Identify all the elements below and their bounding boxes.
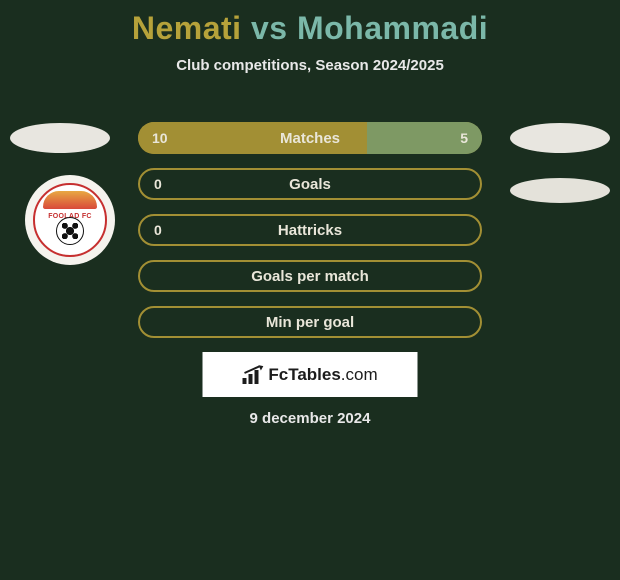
bar-label: Matches — [138, 130, 482, 147]
subtitle: Club competitions, Season 2024/2025 — [0, 57, 620, 74]
stat-bar: Hattricks0 — [138, 214, 482, 246]
stat-bar: Goals per match — [138, 260, 482, 292]
bar-label: Goals per match — [140, 268, 480, 285]
fctables-icon — [242, 366, 264, 384]
brand-bold: FcTables — [268, 365, 340, 384]
bar-label: Min per goal — [140, 314, 480, 331]
brand-light: .com — [341, 365, 378, 384]
player1-club-logo: FOOLAD FC — [25, 175, 115, 265]
player2-badge-placeholder — [510, 123, 610, 153]
comparison-title: Nemati vs Mohammadi — [0, 0, 620, 47]
bar-label: Goals — [140, 176, 480, 193]
player1-name: Nemati — [132, 10, 242, 46]
bar-value-left: 0 — [154, 176, 162, 192]
stat-bar: Min per goal — [138, 306, 482, 338]
bar-label: Hattricks — [140, 222, 480, 239]
player2-name: Mohammadi — [297, 10, 488, 46]
brand-watermark: FcTables.com — [203, 352, 418, 397]
bar-value-left: 0 — [154, 222, 162, 238]
date-text: 9 december 2024 — [0, 410, 620, 427]
vs-text: vs — [251, 10, 288, 46]
stat-bars-container: Matches105Goals0Hattricks0Goals per matc… — [138, 122, 482, 352]
bar-value-left: 10 — [152, 130, 168, 146]
player1-badge-placeholder — [10, 123, 110, 153]
player2-club-placeholder — [510, 178, 610, 203]
stat-bar: Goals0 — [138, 168, 482, 200]
bar-value-right: 5 — [460, 130, 468, 146]
stat-bar: Matches10 5 — [138, 122, 482, 154]
brand-text: FcTables.com — [268, 365, 377, 385]
